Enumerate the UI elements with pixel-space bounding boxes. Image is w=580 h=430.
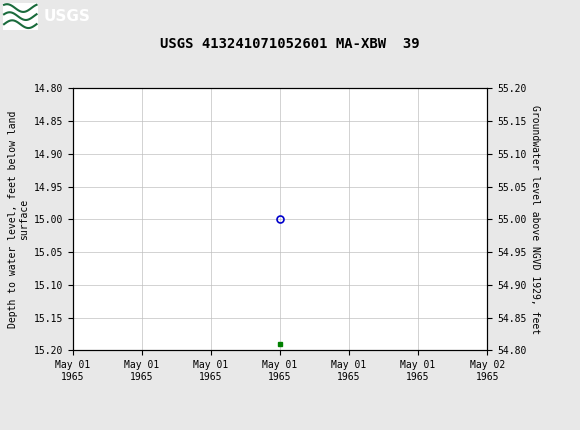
Text: USGS 413241071052601 MA-XBW  39: USGS 413241071052601 MA-XBW 39 (160, 37, 420, 51)
Y-axis label: Depth to water level, feet below land
surface: Depth to water level, feet below land su… (8, 111, 29, 328)
Bar (3, 3, 38, 30)
Y-axis label: Groundwater level above NGVD 1929, feet: Groundwater level above NGVD 1929, feet (531, 105, 541, 334)
Text: USGS: USGS (44, 9, 90, 24)
